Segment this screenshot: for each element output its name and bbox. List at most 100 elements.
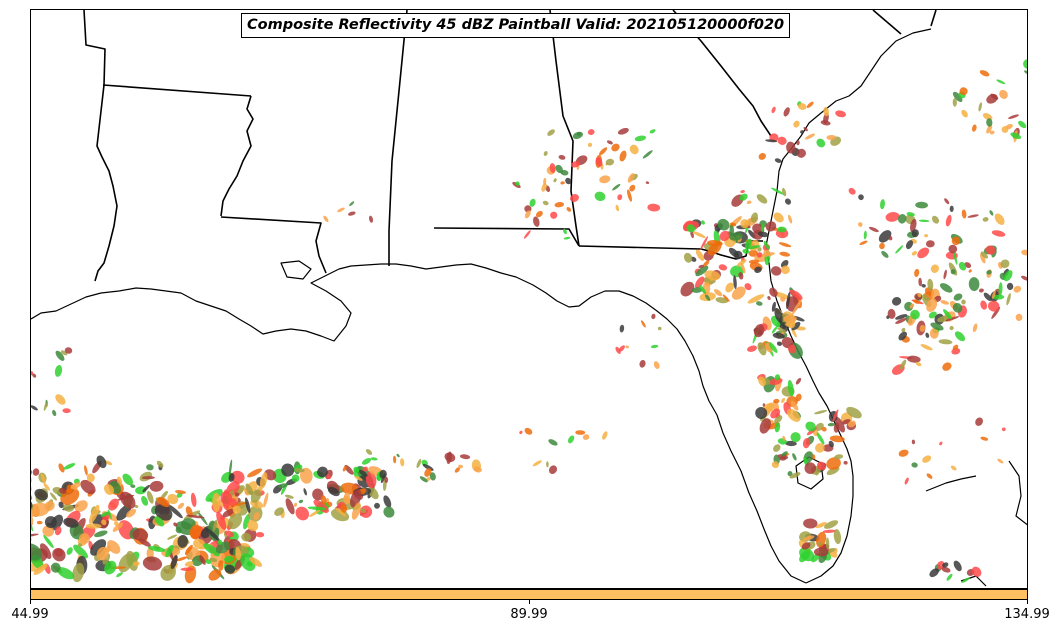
- reflectivity-blob: [778, 242, 792, 248]
- reflectivity-blob: [880, 199, 885, 210]
- reflectivity-blob: [356, 469, 360, 473]
- reflectivity-blob: [929, 568, 940, 578]
- reflectivity-blob: [952, 303, 963, 313]
- reflectivity-blob: [52, 409, 57, 417]
- reflectivity-blob: [334, 507, 347, 517]
- reflectivity-blob: [44, 500, 55, 511]
- reflectivity-blob: [167, 534, 178, 540]
- reflectivity-blob: [396, 453, 400, 458]
- reflectivity-blob: [72, 562, 85, 583]
- reflectivity-blob: [905, 240, 914, 250]
- reflectivity-blob: [878, 230, 892, 243]
- reflectivity-blob: [911, 229, 919, 238]
- reflectivity-blob: [542, 200, 549, 206]
- reflectivity-blob: [925, 332, 930, 338]
- reflectivity-blob: [566, 207, 572, 212]
- reflectivity-blob: [31, 481, 32, 493]
- reflectivity-blob: [370, 457, 378, 461]
- reflectivity-blob: [90, 539, 107, 556]
- reflectivity-blob: [222, 508, 235, 518]
- reflectivity-blob: [980, 436, 989, 441]
- reflectivity-blob: [228, 459, 233, 477]
- reflectivity-blob: [992, 294, 1005, 300]
- alabama-florida-border: [433, 227, 580, 247]
- reflectivity-blob: [383, 506, 395, 518]
- reflectivity-blob: [184, 544, 193, 555]
- reflectivity-blob: [79, 533, 90, 544]
- reflectivity-blob: [112, 522, 124, 532]
- florida-peninsula-west-coast: [338, 263, 807, 584]
- reflectivity-blob: [642, 150, 653, 159]
- georgia-south-carolina-border: [672, 10, 772, 137]
- reflectivity-blob: [116, 572, 123, 578]
- reflectivity-blob: [446, 451, 452, 465]
- reflectivity-blob: [80, 479, 96, 495]
- reflectivity-blob: [116, 504, 132, 521]
- colorbar: [30, 589, 1028, 600]
- reflectivity-blob: [767, 296, 771, 300]
- reflectivity-blob: [817, 541, 823, 546]
- reflectivity-blob: [365, 471, 377, 489]
- reflectivity-blob: [231, 502, 248, 507]
- reflectivity-blob: [691, 287, 703, 293]
- reflectivity-blob: [220, 491, 233, 505]
- reflectivity-blob: [944, 198, 950, 205]
- reflectivity-blob: [627, 173, 635, 183]
- reflectivity-blob: [725, 282, 734, 293]
- reflectivity-blob: [619, 324, 625, 333]
- reflectivity-blob: [826, 134, 837, 141]
- reflectivity-blob: [975, 417, 984, 426]
- reflectivity-blob: [634, 135, 647, 142]
- reflectivity-blob: [747, 345, 757, 352]
- reflectivity-blob: [827, 422, 835, 427]
- reflectivity-blob: [563, 228, 567, 235]
- reflectivity-blob: [263, 492, 269, 508]
- reflectivity-blob: [327, 486, 340, 497]
- reflectivity-blob: [847, 420, 856, 428]
- map-canvas: [31, 10, 1027, 587]
- reflectivity-blob: [941, 566, 951, 573]
- reflectivity-blob: [74, 500, 88, 512]
- reflectivity-blob: [927, 278, 934, 291]
- reflectivity-blob: [945, 214, 952, 227]
- reflectivity-blob: [101, 519, 107, 526]
- reflectivity-blob: [36, 520, 43, 525]
- reflectivity-blob: [777, 454, 789, 460]
- reflectivity-blob: [70, 482, 81, 490]
- reflectivity-blob: [790, 432, 801, 443]
- reflectivity-blob: [1006, 282, 1014, 290]
- reflectivity-blob: [43, 483, 50, 491]
- reflectivity-blob: [323, 215, 329, 223]
- reflectivity-blob: [694, 276, 705, 289]
- reflectivity-blob: [718, 264, 728, 271]
- reflectivity-blob: [519, 430, 523, 435]
- reflectivity-blob: [863, 230, 867, 240]
- reflectivity-blob: [167, 504, 183, 519]
- reflectivity-blob: [825, 537, 830, 550]
- reflectivity-blob: [925, 240, 935, 248]
- reflectivity-blob: [224, 530, 235, 538]
- reflectivity-blob: [702, 260, 710, 267]
- reflectivity-blob: [978, 288, 984, 293]
- reflectivity-blob: [756, 301, 763, 306]
- reflectivity-blob: [773, 444, 781, 452]
- reflectivity-blob: [326, 474, 331, 480]
- reflectivity-blob: [629, 184, 636, 192]
- reflectivity-blob: [543, 177, 547, 186]
- reflectivity-blob: [228, 473, 235, 482]
- reflectivity-blob: [170, 555, 178, 569]
- reflectivity-blob: [904, 477, 909, 485]
- reflectivity-blob: [771, 106, 776, 114]
- reflectivity-blob: [1001, 427, 1006, 432]
- reflectivity-blob: [950, 465, 957, 471]
- reflectivity-blob: [362, 466, 368, 472]
- reflectivity-blob: [354, 475, 363, 481]
- reflectivity-blob: [570, 161, 581, 168]
- reflectivity-blob: [132, 561, 140, 567]
- reflectivity-blob: [859, 240, 868, 245]
- reflectivity-blob: [42, 525, 55, 537]
- reflectivity-blob: [990, 93, 999, 100]
- reflectivity-blob: [680, 281, 695, 297]
- reflectivity-blob: [701, 220, 705, 225]
- reflectivity-blob: [515, 181, 520, 186]
